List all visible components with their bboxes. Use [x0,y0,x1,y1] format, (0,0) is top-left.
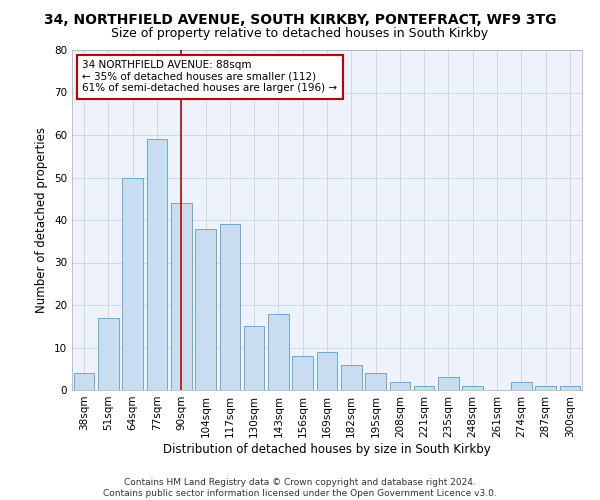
Bar [244,326,265,390]
Bar [365,373,386,390]
Bar [317,352,337,390]
Text: 34, NORTHFIELD AVENUE, SOUTH KIRKBY, PONTEFRACT, WF9 3TG: 34, NORTHFIELD AVENUE, SOUTH KIRKBY, PON… [44,12,556,26]
Bar [268,314,289,390]
Bar [438,378,459,390]
Text: Contains HM Land Registry data © Crown copyright and database right 2024.
Contai: Contains HM Land Registry data © Crown c… [103,478,497,498]
Bar [146,139,167,390]
Bar [341,364,362,390]
Bar [463,386,483,390]
Bar [98,318,119,390]
Bar [560,386,580,390]
Bar [74,373,94,390]
Text: Size of property relative to detached houses in South Kirkby: Size of property relative to detached ho… [112,28,488,40]
Bar [195,228,216,390]
Bar [171,203,191,390]
Bar [220,224,240,390]
Text: 34 NORTHFIELD AVENUE: 88sqm
← 35% of detached houses are smaller (112)
61% of se: 34 NORTHFIELD AVENUE: 88sqm ← 35% of det… [82,60,337,94]
Bar [122,178,143,390]
Bar [292,356,313,390]
Bar [511,382,532,390]
Bar [535,386,556,390]
Y-axis label: Number of detached properties: Number of detached properties [35,127,49,313]
Bar [389,382,410,390]
Bar [414,386,434,390]
X-axis label: Distribution of detached houses by size in South Kirkby: Distribution of detached houses by size … [163,442,491,456]
